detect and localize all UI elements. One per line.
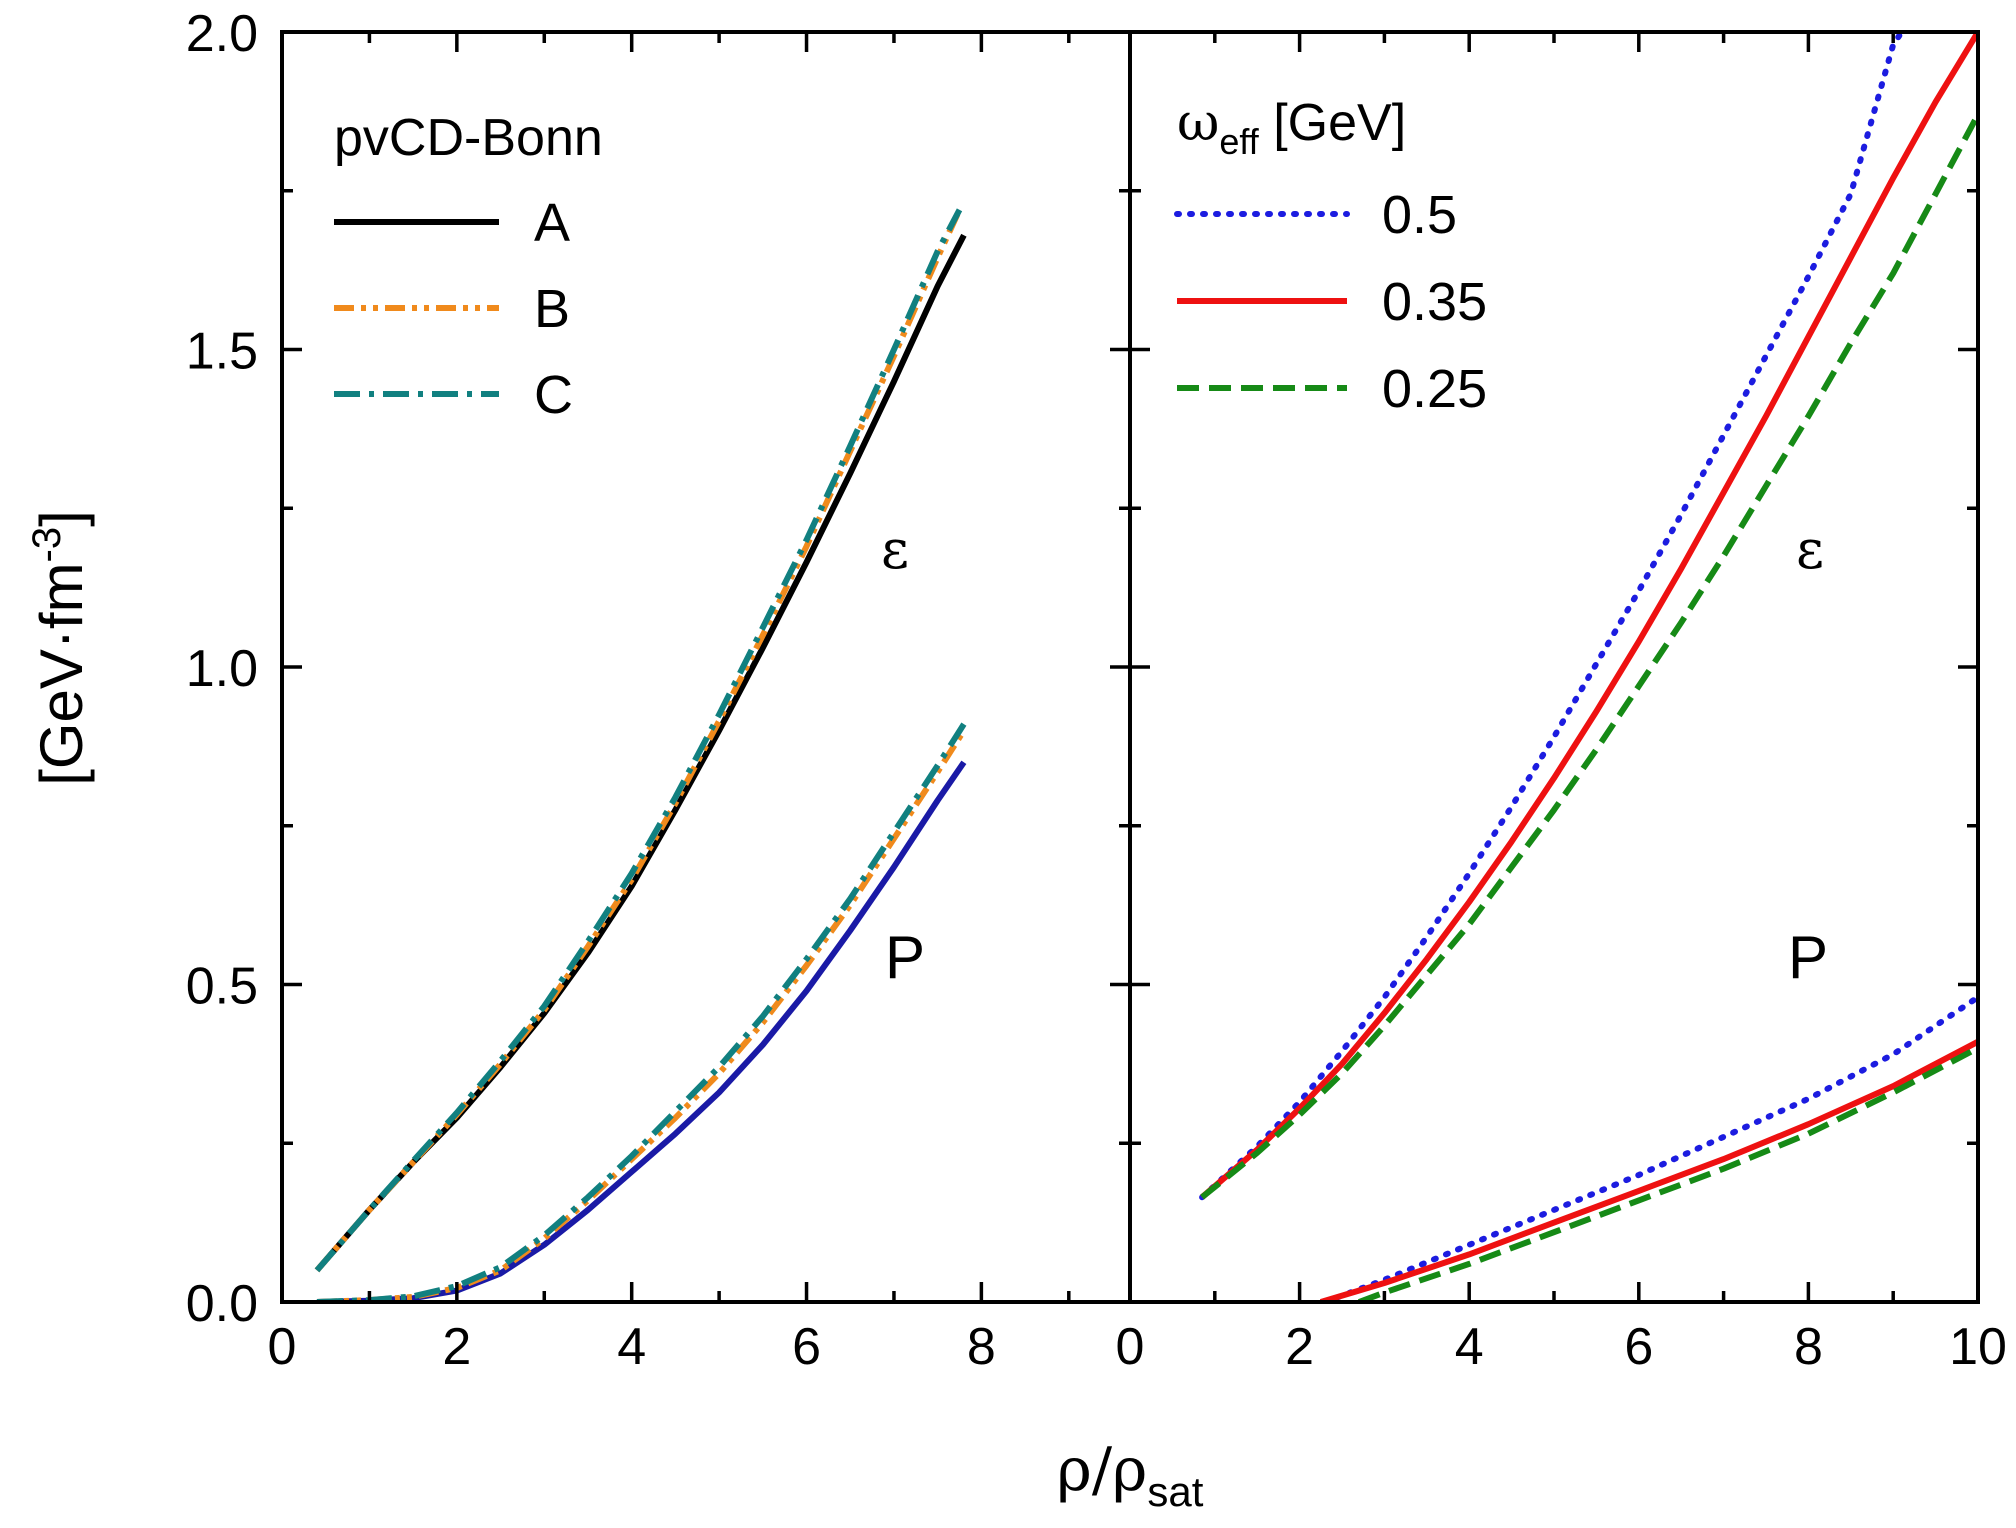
panel-1-plot-area (314, 208, 967, 1302)
legend-title-base: ω (1177, 93, 1219, 153)
panel-2-xtick-label: 6 (1624, 1318, 1653, 1376)
panel-1-series-line-A-eps (314, 233, 967, 1273)
label-layer: 0 2 4 6 8 ε P 0 2 4 6 8 10 ε P 0.0 0.5 1.0 1.5 2.0 ρ/ρsat [Ge… (25, 5, 2007, 1515)
panel-1-legend-label-C: C (534, 365, 573, 425)
panel-2-series-line-0_5-eps (1199, 32, 1905, 1201)
panel-1-annotation-epsilon: ε (881, 518, 909, 581)
panel-2-series-line-5-p (1357, 1045, 1978, 1302)
ytick-label: 2.0 (186, 5, 258, 63)
panel-1-legend: pvCD-Bonn ABC (334, 109, 603, 425)
panel-1-series-line-C-eps (314, 208, 963, 1273)
panel-2-annotation-epsilon: ε (1796, 518, 1824, 581)
panel-2-xtick-label: 2 (1285, 1318, 1314, 1376)
panel-2-legend-label-0_25: 0.25 (1382, 359, 1487, 419)
panel-2-series-line-3-p (1319, 1039, 1978, 1302)
panel-1-legend-title: pvCD-Bonn (334, 109, 603, 167)
panel-1-series-line-3-p (316, 728, 967, 1302)
panel-2-legend-title: ωeff [GeV] (1177, 93, 1406, 162)
panel-1-xtick-label: 4 (617, 1318, 646, 1376)
y-axis-label: [GeV·fm-3] (25, 510, 95, 786)
ytick-label: 0.5 (186, 958, 258, 1016)
ytick-label: 0.0 (186, 1275, 258, 1333)
panel-1-xtick-label: 0 (268, 1318, 297, 1376)
panel-2-annotation-pressure: P (1788, 924, 1828, 991)
y-axis-label-base: [GeV·fm (28, 562, 95, 785)
panel-1-xtick-label: 2 (442, 1318, 471, 1376)
legend-title-sub: eff (1219, 121, 1259, 162)
panel-2-xtick-label: 10 (1949, 1318, 2007, 1376)
panel-2-series-line-0_35-eps (1200, 32, 1978, 1200)
x-axis-label-base: ρ/ρ (1057, 1435, 1148, 1505)
x-axis-label: ρ/ρsat (1057, 1435, 1204, 1515)
y-axis-label-close: ] (28, 510, 95, 527)
panel-1-xtick-label: 8 (967, 1318, 996, 1376)
panel-1-series-line-5-p (316, 722, 967, 1302)
legend-title-rest: [GeV] (1259, 94, 1406, 152)
ytick-label: 1.5 (186, 323, 258, 381)
panel-2-legend-label-0_35: 0.35 (1382, 272, 1487, 332)
plot-layer (314, 32, 1978, 1302)
x-axis-label-sub: sat (1147, 1468, 1203, 1515)
panel-2-xtick-label: 4 (1455, 1318, 1484, 1376)
panel-2-legend-label-0_5: 0.5 (1382, 185, 1457, 245)
panel-1-legend-label-A: A (534, 193, 570, 253)
panel-2-legend: ωeff [GeV] 0.5 0.35 0.25 (1174, 93, 1487, 419)
panel-2-series-line-0_25-eps (1200, 113, 1978, 1200)
panel-1-legend-label-B: B (534, 279, 570, 339)
y-axis-label-sup: -3 (25, 527, 69, 563)
panel-2-xtick-label: 8 (1794, 1318, 1823, 1376)
panel-1-annotation-pressure: P (885, 924, 925, 991)
panel-1-series-line-B-eps (314, 208, 963, 1273)
panel-1-xtick-label: 6 (792, 1318, 821, 1376)
tick-layer (280, 30, 1980, 1304)
panel-2-xtick-label: 0 (1116, 1318, 1145, 1376)
panel-1-series-line-1-p (316, 760, 967, 1302)
panel-2-series-line-1-p (1322, 994, 1978, 1302)
ytick-label: 1.0 (186, 640, 258, 698)
panel-2-plot-area (1199, 32, 1978, 1302)
